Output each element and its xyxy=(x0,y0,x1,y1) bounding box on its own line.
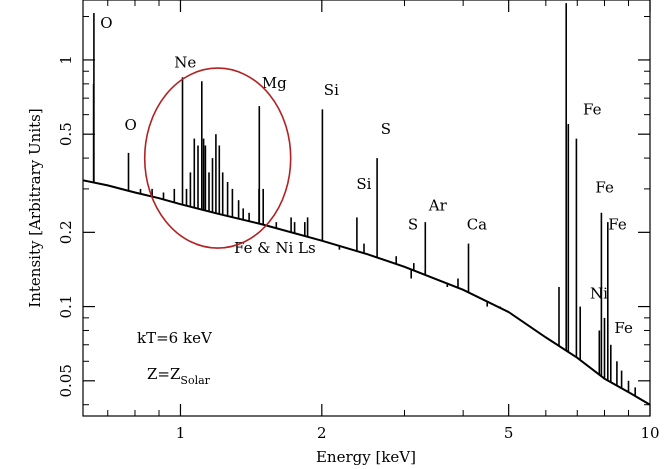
x-tick-label: 2 xyxy=(317,424,327,442)
x-tick-label: 1 xyxy=(176,424,186,442)
element-label: Fe xyxy=(608,216,627,234)
element-label: Fe xyxy=(583,101,602,119)
x-axis-title: Energy [keV] xyxy=(316,448,416,466)
x-tick-label: 10 xyxy=(640,424,659,442)
element-label: S xyxy=(381,120,391,138)
z-note-sub: Solar xyxy=(180,374,210,387)
z-note-main: Z=Z xyxy=(147,365,180,383)
axis-ticks: 1 2 5 10 0.05 0.1 0.2 0.5 1 xyxy=(57,0,660,442)
x-tick-label: 5 xyxy=(504,424,514,442)
element-label: S xyxy=(408,216,418,234)
element-label: Ne xyxy=(174,54,196,72)
y-tick-label: 0.1 xyxy=(57,295,75,319)
element-label: Ni xyxy=(590,284,608,302)
element-label: Ar xyxy=(428,197,448,215)
element-label: Fe xyxy=(595,179,614,197)
element-label: Fe xyxy=(614,319,633,337)
element-label: Si xyxy=(324,81,339,99)
z-note: Z=ZSolar xyxy=(147,365,211,387)
kt-note: kT=6 keV xyxy=(137,329,213,347)
element-label: Si xyxy=(356,175,371,193)
element-label: Fe & Ni Ls xyxy=(234,239,316,257)
highlight-ellipse xyxy=(143,67,292,249)
y-axis-title: Intensity [Arbitrary Units] xyxy=(26,108,44,307)
plot-frame xyxy=(82,0,651,417)
element-labels: O O Ne Mg Si S Si Ar S Ca Fe & Ni Ls Fe Fe Fe Ni Fe xyxy=(100,14,633,337)
element-label: Ca xyxy=(467,216,487,234)
element-label: O xyxy=(125,116,137,134)
element-label: Mg xyxy=(262,74,287,92)
y-tick-label: 1 xyxy=(57,55,75,65)
y-tick-label: 0.2 xyxy=(57,220,75,244)
emission-lines xyxy=(92,3,637,396)
y-tick-label: 0.5 xyxy=(57,122,75,146)
element-label: O xyxy=(100,14,112,32)
y-tick-label: 0.05 xyxy=(57,364,75,397)
